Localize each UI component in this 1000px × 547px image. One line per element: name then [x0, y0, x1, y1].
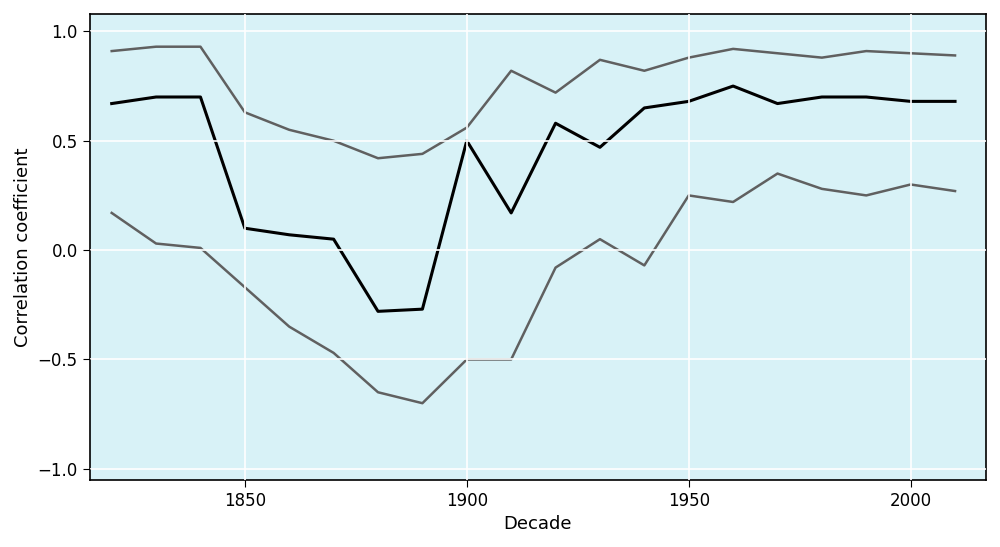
X-axis label: Decade: Decade — [504, 515, 572, 533]
Y-axis label: Correlation coefficient: Correlation coefficient — [14, 147, 32, 347]
